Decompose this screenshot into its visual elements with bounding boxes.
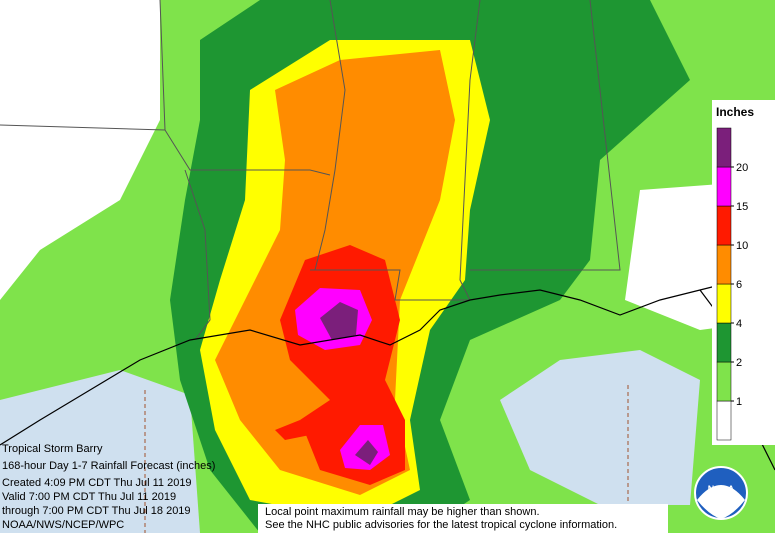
gulf-west xyxy=(0,370,200,533)
legend-swatch xyxy=(716,127,732,168)
legend-tick-label: 1 xyxy=(736,396,742,408)
info-box: Tropical Storm Barry 168-hour Day 1-7 Ra… xyxy=(2,443,215,531)
logo-text: NOAA xyxy=(708,484,735,494)
gulf-east xyxy=(500,350,700,505)
note: See the NHC public advisories for the la… xyxy=(265,519,617,531)
legend-tick-label: 15 xyxy=(736,201,748,213)
legend-swatch xyxy=(716,361,732,402)
legend-tick-label: 2 xyxy=(736,357,742,369)
rain-20in xyxy=(320,302,358,340)
note: Local point maximum rainfall may be high… xyxy=(265,506,540,518)
rain-20in-south xyxy=(355,440,378,465)
legend-swatch xyxy=(716,205,732,246)
notes-box xyxy=(258,504,668,533)
legend-title: Inches xyxy=(716,105,754,119)
info-line: 168-hour Day 1-7 Rainfall Forecast (inch… xyxy=(2,460,215,472)
coastline xyxy=(0,269,775,446)
legend-tick-label: 20 xyxy=(736,162,748,174)
legend-tick-label: 4 xyxy=(736,318,742,330)
legend-swatch xyxy=(716,283,732,324)
logo-gull xyxy=(697,485,745,519)
legend-swatch xyxy=(716,166,732,207)
state-line xyxy=(184,169,211,341)
legend-swatch xyxy=(716,322,732,363)
legend: 1 2 4 6 10 15 20 xyxy=(716,127,748,441)
rain-10in-spot xyxy=(275,420,310,440)
info-line: through 7:00 PM CDT Thu Jul 18 2019 xyxy=(2,505,191,517)
legend-swatch xyxy=(716,400,732,441)
legend-swatch xyxy=(716,244,732,285)
storm-name: Tropical Storm Barry xyxy=(2,443,103,455)
info-line: NOAA/NWS/NCEP/WPC xyxy=(2,519,124,531)
state-line xyxy=(0,124,166,131)
info-line: Valid 7:00 PM CDT Thu Jul 11 2019 xyxy=(2,491,176,503)
state-line xyxy=(159,0,331,176)
info-line: Created 4:09 PM CDT Thu Jul 11 2019 xyxy=(2,477,192,489)
river-line xyxy=(314,0,346,271)
state-line xyxy=(470,0,621,271)
legend-tick-label: 6 xyxy=(736,279,742,291)
legend-tick-label: 10 xyxy=(736,240,748,252)
